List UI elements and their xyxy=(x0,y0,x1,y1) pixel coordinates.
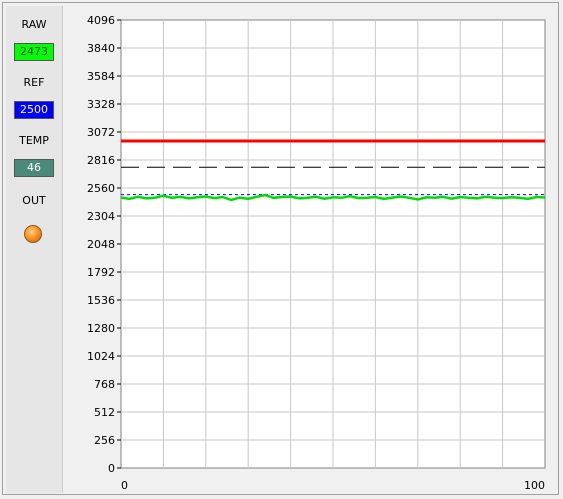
y-tick-label: 0 xyxy=(108,462,115,475)
led-indicator-icon xyxy=(24,225,42,243)
y-tick-label: 1024 xyxy=(87,350,115,363)
y-tick-label: 2560 xyxy=(87,182,115,195)
y-tick-label: 1792 xyxy=(87,266,115,279)
temp-label: TEMP xyxy=(19,134,49,147)
temp-value-display: 46 xyxy=(14,159,54,177)
y-tick-label: 3328 xyxy=(87,98,115,111)
y-tick-label: 768 xyxy=(94,378,115,391)
y-tick-label: 1280 xyxy=(87,322,115,335)
y-tick-label: 1536 xyxy=(87,294,115,307)
y-tick-label: 3584 xyxy=(87,70,115,83)
y-tick-label: 512 xyxy=(94,406,115,419)
ref-label: REF xyxy=(23,76,45,89)
y-tick-label: 2048 xyxy=(87,238,115,251)
raw-value-display: 2473 xyxy=(14,43,54,61)
raw-label: RAW xyxy=(21,18,47,31)
out-label: OUT xyxy=(22,194,46,207)
y-tick-label: 2816 xyxy=(87,154,115,167)
x-tick-label: 0 xyxy=(121,479,128,492)
y-tick-label: 3840 xyxy=(87,42,115,55)
y-tick-label: 4096 xyxy=(87,14,115,27)
y-tick-label: 2304 xyxy=(87,210,115,223)
x-tick-label: 100 xyxy=(524,479,545,492)
indicator-panel: RAW 2473 REF 2500 TEMP 46 OUT xyxy=(6,6,63,493)
y-tick-label: 256 xyxy=(94,434,115,447)
y-tick-label: 3072 xyxy=(87,126,115,139)
ref-value-display: 2500 xyxy=(14,101,54,119)
series-line-3 xyxy=(120,193,546,202)
